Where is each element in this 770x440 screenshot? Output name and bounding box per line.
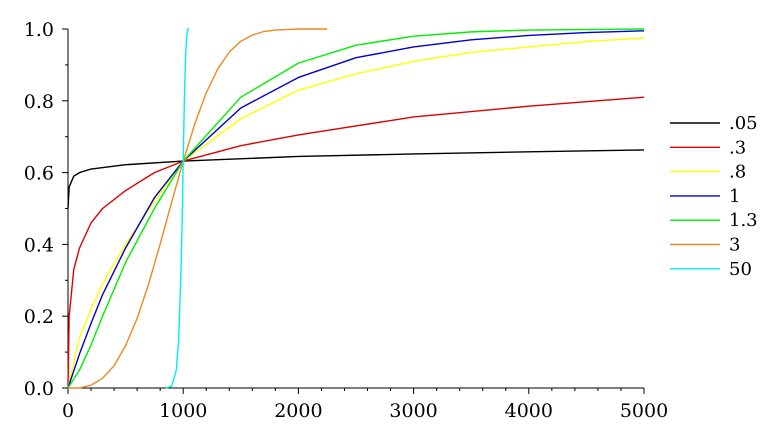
x-tick-label: 4000 <box>505 400 553 422</box>
series-line-1p3 <box>67 28 645 389</box>
legend-label: 1.3 <box>729 210 758 231</box>
legend-label: .3 <box>729 137 746 158</box>
y-tick-label: 0.4 <box>24 234 54 256</box>
legend: .05 .3 .8 1 1.3 3 50 <box>670 113 758 280</box>
y-tick-label: 1.0 <box>24 19 54 41</box>
x-tick-label: 5000 <box>620 400 668 422</box>
x-tick-label: 1000 <box>159 400 207 422</box>
x-tick-label: 3000 <box>389 400 437 422</box>
legend-label: 3 <box>729 235 740 256</box>
legend-label: .8 <box>729 162 746 183</box>
y-tick-label: 0.6 <box>24 163 54 185</box>
series-line-p05 <box>67 149 645 209</box>
y-tick-label: 0.8 <box>24 91 54 113</box>
legend-label: 50 <box>729 259 752 280</box>
x-ticks: 0 1000 2000 3000 4000 5000 <box>62 388 668 422</box>
y-ticks: 0.0 0.2 0.4 0.6 0.8 1.0 <box>24 19 68 400</box>
series-line-1 <box>67 30 645 389</box>
legend-label: .05 <box>729 113 758 134</box>
y-tick-label: 0.2 <box>24 306 54 328</box>
x-tick-label: 2000 <box>274 400 322 422</box>
series-line-50 <box>165 28 189 389</box>
x-tick-label: 0 <box>62 400 74 422</box>
y-tick-label: 0.0 <box>24 378 54 400</box>
legend-label: 1 <box>729 186 740 207</box>
series-line-p8 <box>67 37 645 389</box>
plot-lines <box>67 28 645 389</box>
series-line-p3 <box>67 96 645 389</box>
axes: 0 1000 2000 3000 4000 5000 0.0 0.2 0.4 0.6 0.8 1.0 <box>24 19 668 422</box>
